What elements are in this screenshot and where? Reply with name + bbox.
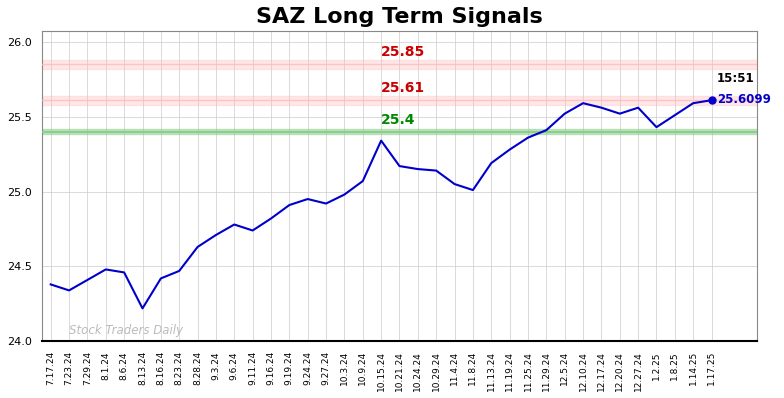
Text: 15:51: 15:51 [717, 72, 755, 85]
Text: Stock Traders Daily: Stock Traders Daily [69, 324, 183, 337]
Text: 25.85: 25.85 [381, 45, 426, 59]
Title: SAZ Long Term Signals: SAZ Long Term Signals [256, 7, 543, 27]
Bar [42, 60, 757, 69]
Text: 25.61: 25.61 [381, 81, 425, 95]
Text: 25.4: 25.4 [381, 113, 416, 127]
Text: 25.6099: 25.6099 [717, 93, 771, 106]
Bar [42, 129, 757, 134]
Bar [42, 96, 757, 105]
